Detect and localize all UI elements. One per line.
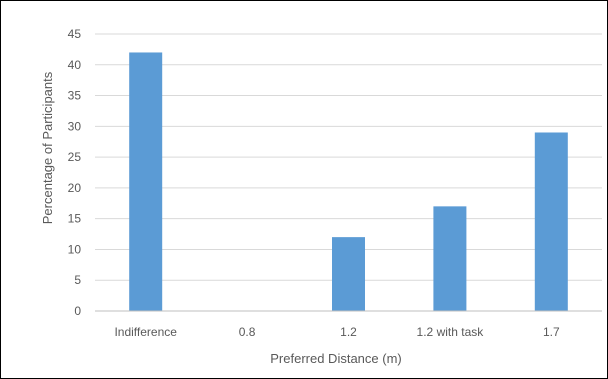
- bar-indifference: [129, 52, 163, 311]
- x-tick-label: 1.2 with task: [417, 325, 485, 339]
- bars: [129, 52, 568, 311]
- bar-1-2: [332, 237, 365, 311]
- gridlines: [95, 33, 602, 281]
- y-tick-label: 5: [74, 273, 81, 287]
- x-tick-label: Indifference: [114, 325, 177, 339]
- x-tick-label: 0.8: [239, 325, 256, 339]
- y-tick-label: 40: [68, 58, 82, 72]
- y-axis-title: Percentage of Participants: [40, 71, 55, 224]
- y-tick-label: 45: [68, 27, 82, 41]
- y-tick-label: 25: [68, 150, 82, 164]
- y-tick-label: 20: [68, 181, 82, 195]
- y-tick-label: 30: [68, 119, 82, 133]
- x-axis-title: Preferred Distance (m): [270, 351, 401, 366]
- bar-1-7: [534, 132, 568, 311]
- x-tick-labels: Indifference 0.8 1.2 1.2 with task 1.7: [114, 325, 560, 339]
- y-tick-label: 15: [68, 212, 82, 226]
- x-tick-label: 1.7: [543, 325, 560, 339]
- bar-1-2-with-task: [433, 206, 467, 311]
- y-tick-labels: 0 5 10 15 20 25 30 35 40 45: [68, 27, 82, 318]
- x-tick-label: 1.2: [340, 325, 357, 339]
- y-tick-label: 0: [74, 304, 81, 318]
- y-tick-label: 10: [68, 242, 82, 256]
- y-tick-label: 35: [68, 89, 82, 103]
